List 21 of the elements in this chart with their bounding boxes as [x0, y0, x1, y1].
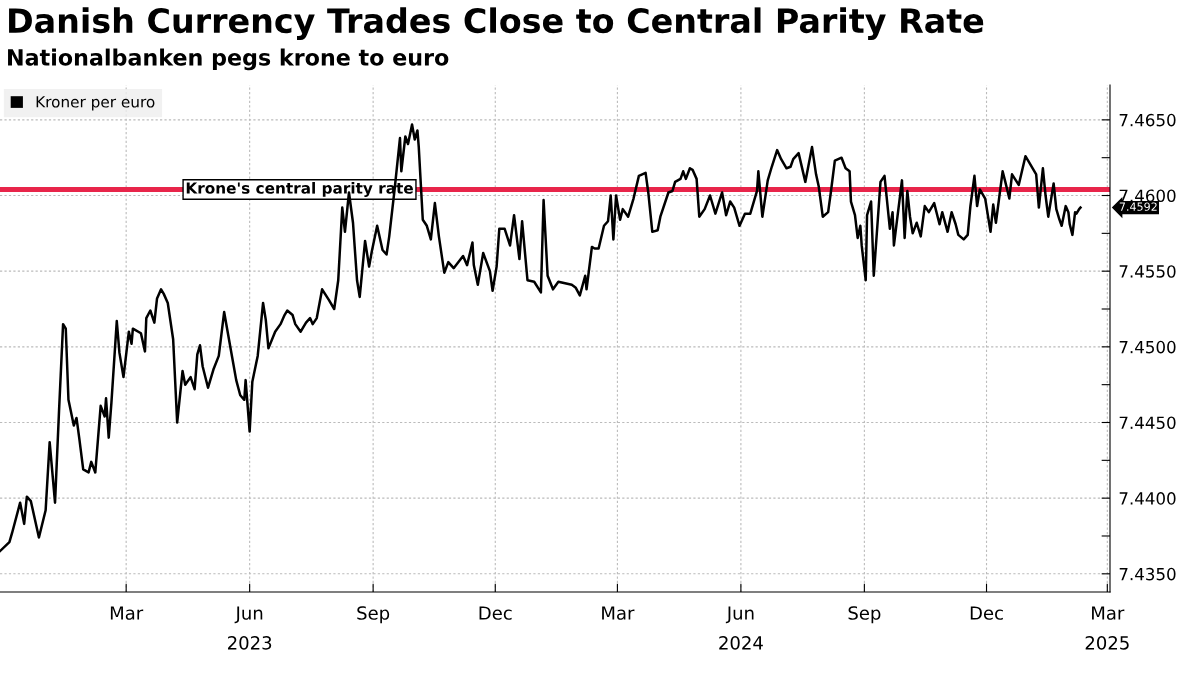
- x-tick-label: Jun 2023: [228, 606, 272, 650]
- chart-title: Danish Currency Trades Close to Central Parity Rate: [9, 7, 984, 40]
- y-tick-label: 7.4450: [1119, 416, 1176, 430]
- y-tick-label: 7.4350: [1119, 567, 1176, 581]
- x-tick-label: Sep: [357, 606, 390, 624]
- x-tick-label: Jun 2024: [719, 606, 763, 650]
- y-tick-label: 7.4550: [1119, 265, 1176, 278]
- x-tick-label: Dec: [479, 606, 512, 620]
- y-tick-label: 7.4400: [1119, 492, 1176, 505]
- line-series: [0, 123, 1082, 553]
- x-tick-label: Dec: [970, 606, 1003, 620]
- x-tick-label: Mar: [602, 606, 635, 620]
- y-tick-label: 7.4600: [1119, 189, 1176, 203]
- x-tick-label: Mar 2025: [1085, 606, 1129, 650]
- text: 7.4592: [1119, 202, 1157, 211]
- y-tick-label: 7.4500: [1119, 340, 1176, 354]
- x-tick-label: Sep: [848, 606, 881, 624]
- y-tick-label: 7.4650: [1119, 113, 1176, 127]
- x-tick-label: Mar: [110, 606, 144, 620]
- chart-subtitle: Nationalbanken pegs krone to euro: [8, 48, 449, 71]
- legend-label: Kroner per euro: [36, 96, 155, 111]
